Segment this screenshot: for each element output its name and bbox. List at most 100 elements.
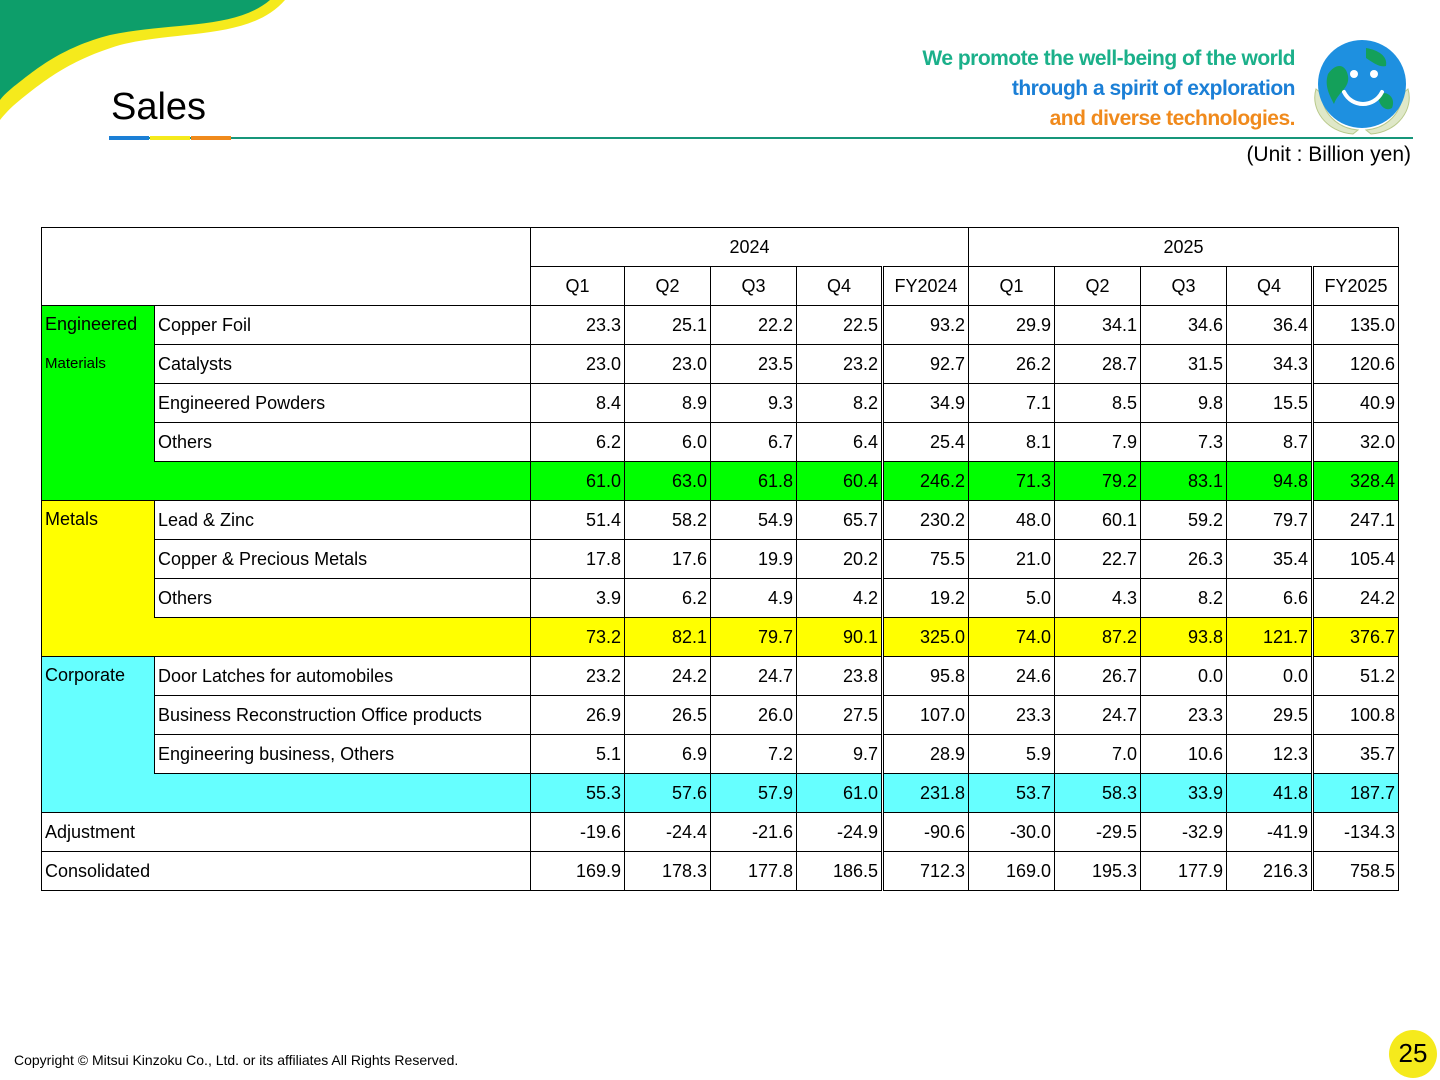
- value-cell: 36.4: [1226, 305, 1314, 345]
- value-cell: 29.9: [968, 305, 1055, 345]
- value-cell: 135.0: [1312, 305, 1399, 345]
- value-cell: 9.8: [1140, 383, 1227, 423]
- value-cell: 34.3: [1226, 344, 1314, 384]
- value-cell: 22.2: [710, 305, 797, 345]
- value-cell: 27.5: [796, 695, 884, 735]
- slogan-line-1: We promote the well-being of the world: [922, 47, 1295, 70]
- segment-name-line1: Engineered: [45, 314, 138, 334]
- value-cell: -21.6: [710, 812, 797, 852]
- value-cell: -24.4: [624, 812, 711, 852]
- subtotal-cell: 55.3: [530, 773, 625, 813]
- globe-logo-icon: [1314, 40, 1410, 135]
- value-cell: 120.6: [1312, 344, 1399, 384]
- value-cell: 23.2: [796, 344, 884, 384]
- value-cell: 6.7: [710, 422, 797, 462]
- period-header: Q3: [1140, 266, 1227, 306]
- value-cell: -29.5: [1054, 812, 1141, 852]
- value-cell: 23.3: [968, 695, 1055, 735]
- subtotal-cell: 231.8: [882, 773, 969, 813]
- row-label: Others: [154, 422, 531, 462]
- period-header: Q2: [624, 266, 711, 306]
- value-cell: 19.9: [710, 539, 797, 579]
- year-header-row: 2024 2025: [41, 227, 1399, 306]
- value-cell: 28.9: [882, 734, 969, 774]
- value-cell: 24.2: [624, 656, 711, 696]
- value-cell: 25.4: [882, 422, 969, 462]
- value-cell: 186.5: [796, 851, 884, 891]
- value-cell: 6.2: [530, 422, 625, 462]
- value-cell: 169.9: [530, 851, 625, 891]
- row-label: Others: [154, 578, 531, 618]
- subtotal-cell: 246.2: [882, 461, 969, 501]
- table-row: Engineered Materials Copper Foil 23.3 25…: [41, 305, 1399, 462]
- value-cell: 23.3: [1140, 695, 1227, 735]
- adjustment-row: Adjustment -19.6 -24.4 -21.6 -24.9 -90.6…: [41, 812, 1399, 852]
- value-cell: 35.7: [1312, 734, 1399, 774]
- value-cell: 7.9: [1054, 422, 1141, 462]
- value-cell: 758.5: [1312, 851, 1399, 891]
- subtotal-cell: 61.0: [530, 461, 625, 501]
- page-number-badge: 25: [1389, 1030, 1437, 1078]
- subtotal-cell: 83.1: [1140, 461, 1227, 501]
- slogan-line-3: and diverse technologies.: [1049, 107, 1296, 130]
- value-cell: 12.3: [1226, 734, 1314, 774]
- value-cell: 35.4: [1226, 539, 1314, 579]
- consolidated-row: Consolidated 169.9 178.3 177.8 186.5 712…: [41, 851, 1399, 891]
- value-cell: 5.9: [968, 734, 1055, 774]
- value-cell: 95.8: [882, 656, 969, 696]
- period-header: FY2024: [882, 266, 969, 306]
- subtotal-cell: 79.2: [1054, 461, 1141, 501]
- value-cell: 23.2: [530, 656, 625, 696]
- value-cell: 54.9: [710, 500, 797, 540]
- value-cell: 0.0: [1226, 656, 1314, 696]
- subtotal-row-corporate: 55.3 57.6 57.9 61.0 231.8 53.7 58.3 33.9…: [41, 773, 1399, 813]
- value-cell: 8.9: [624, 383, 711, 423]
- value-cell: 20.2: [796, 539, 884, 579]
- subtotal-cell: 58.3: [1054, 773, 1141, 813]
- value-cell: -134.3: [1312, 812, 1399, 852]
- subtotal-cell: 63.0: [624, 461, 711, 501]
- value-cell: 100.8: [1312, 695, 1399, 735]
- value-cell: 23.8: [796, 656, 884, 696]
- value-cell: -41.9: [1226, 812, 1314, 852]
- subtotal-cell: 328.4: [1312, 461, 1399, 501]
- period-header: Q1: [968, 266, 1055, 306]
- value-cell: 51.4: [530, 500, 625, 540]
- year-header-2025: 2025: [968, 227, 1399, 267]
- subtotal-cell: 93.8: [1140, 617, 1227, 657]
- value-cell: 24.7: [1054, 695, 1141, 735]
- row-label: Engineered Powders: [154, 383, 531, 423]
- sales-table: 2024 2025 Q1 Q2 Q3 Q4 FY2024 Q1 Q2 Q3 Q4…: [41, 227, 1399, 891]
- value-cell: 195.3: [1054, 851, 1141, 891]
- segment-engineered-materials: Engineered Materials: [41, 305, 155, 462]
- value-cell: 9.7: [796, 734, 884, 774]
- value-cell: 19.2: [882, 578, 969, 618]
- row-label: Copper Foil: [154, 305, 531, 345]
- segment-name-line2: Materials: [45, 355, 106, 372]
- row-label: Engineering business, Others: [154, 734, 531, 774]
- underline-yellow-segment: [150, 136, 190, 140]
- subtotal-cell: 53.7: [968, 773, 1055, 813]
- subtotal-cell: 376.7: [1312, 617, 1399, 657]
- value-cell: 8.2: [1140, 578, 1227, 618]
- period-header: Q1: [530, 266, 625, 306]
- subtotal-cell: 82.1: [624, 617, 711, 657]
- slogan-line-2: through a spirit of exploration: [1011, 77, 1296, 100]
- value-cell: 8.5: [1054, 383, 1141, 423]
- value-cell: 21.0: [968, 539, 1055, 579]
- value-cell: 22.5: [796, 305, 884, 345]
- period-header: Q4: [796, 266, 884, 306]
- table-row: Others 6.2 6.0 6.7 6.4 25.4 8.1 7.9 7.3 …: [42, 422, 1399, 462]
- value-cell: 23.3: [530, 305, 625, 345]
- value-cell: 230.2: [882, 500, 969, 540]
- value-cell: -30.0: [968, 812, 1055, 852]
- value-cell: 40.9: [1312, 383, 1399, 423]
- value-cell: 34.9: [882, 383, 969, 423]
- value-cell: 26.9: [530, 695, 625, 735]
- period-header-row: Q1 Q2 Q3 Q4 FY2024 Q1 Q2 Q3 Q4 FY2025: [42, 266, 1399, 306]
- value-cell: 24.7: [710, 656, 797, 696]
- value-cell: 75.5: [882, 539, 969, 579]
- value-cell: 169.0: [968, 851, 1055, 891]
- subtotal-label-cell: [41, 461, 531, 501]
- row-label: Copper & Precious Metals: [154, 539, 531, 579]
